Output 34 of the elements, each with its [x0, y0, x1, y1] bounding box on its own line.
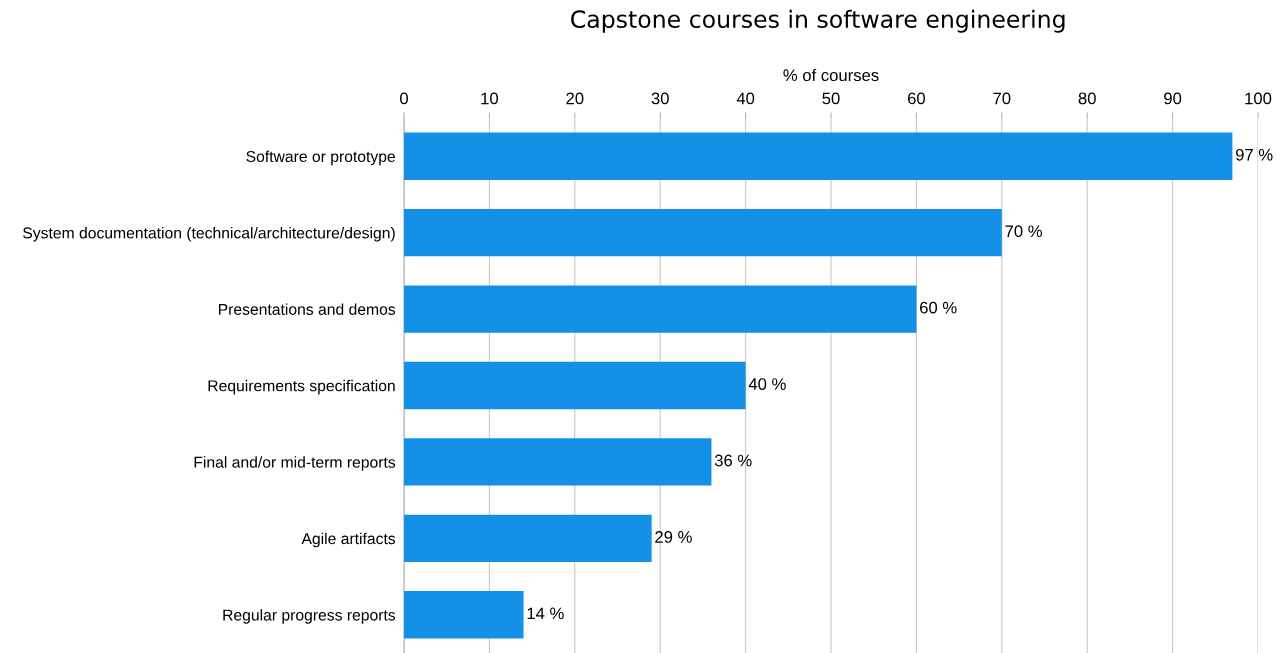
x-axis-title: % of courses: [783, 68, 879, 82]
bar: [404, 591, 524, 639]
data-label: 40 %: [748, 378, 786, 390]
y-tick-label: Requirements specification: [208, 379, 395, 395]
x-tick-label: 40: [736, 92, 755, 105]
x-tick-label: 50: [822, 92, 840, 105]
data-label: 29 %: [655, 531, 692, 543]
x-tick-label: 20: [566, 92, 584, 105]
data-label: 14 %: [527, 607, 564, 620]
data-label: 60 %: [920, 301, 957, 314]
bar: [404, 132, 1233, 180]
bar: [404, 361, 746, 410]
y-tick-label: Regular progress reports: [223, 609, 396, 624]
x-tick-label: 0: [400, 92, 408, 105]
x-tick-label: 70: [993, 92, 1011, 105]
bar: [404, 285, 917, 333]
x-tick-label: 100: [1245, 92, 1272, 105]
bar: [404, 514, 652, 563]
data-label: 36 %: [714, 454, 752, 467]
bar: [404, 208, 1002, 257]
bar: [404, 438, 712, 486]
x-tick-label: 90: [1164, 92, 1182, 105]
y-tick-label: Software or prototype: [246, 150, 395, 166]
x-tick-label: 10: [481, 92, 499, 105]
x-tick-label: 30: [651, 92, 669, 105]
y-tick-label: System documentation (technical/architecture/design): [23, 226, 395, 242]
data-label: 97 %: [1235, 148, 1273, 161]
y-tick-label: Presentations and demos: [218, 303, 396, 315]
x-tick-label: 60: [907, 92, 926, 105]
data-label: 70 %: [1005, 225, 1042, 238]
x-tick-label: 80: [1078, 92, 1096, 105]
y-tick-label: Final and/or mid-term reports: [194, 456, 396, 471]
y-tick-label: Agile artifacts: [301, 532, 396, 548]
chart-title: Capstone courses in software engineering: [571, 9, 1065, 33]
